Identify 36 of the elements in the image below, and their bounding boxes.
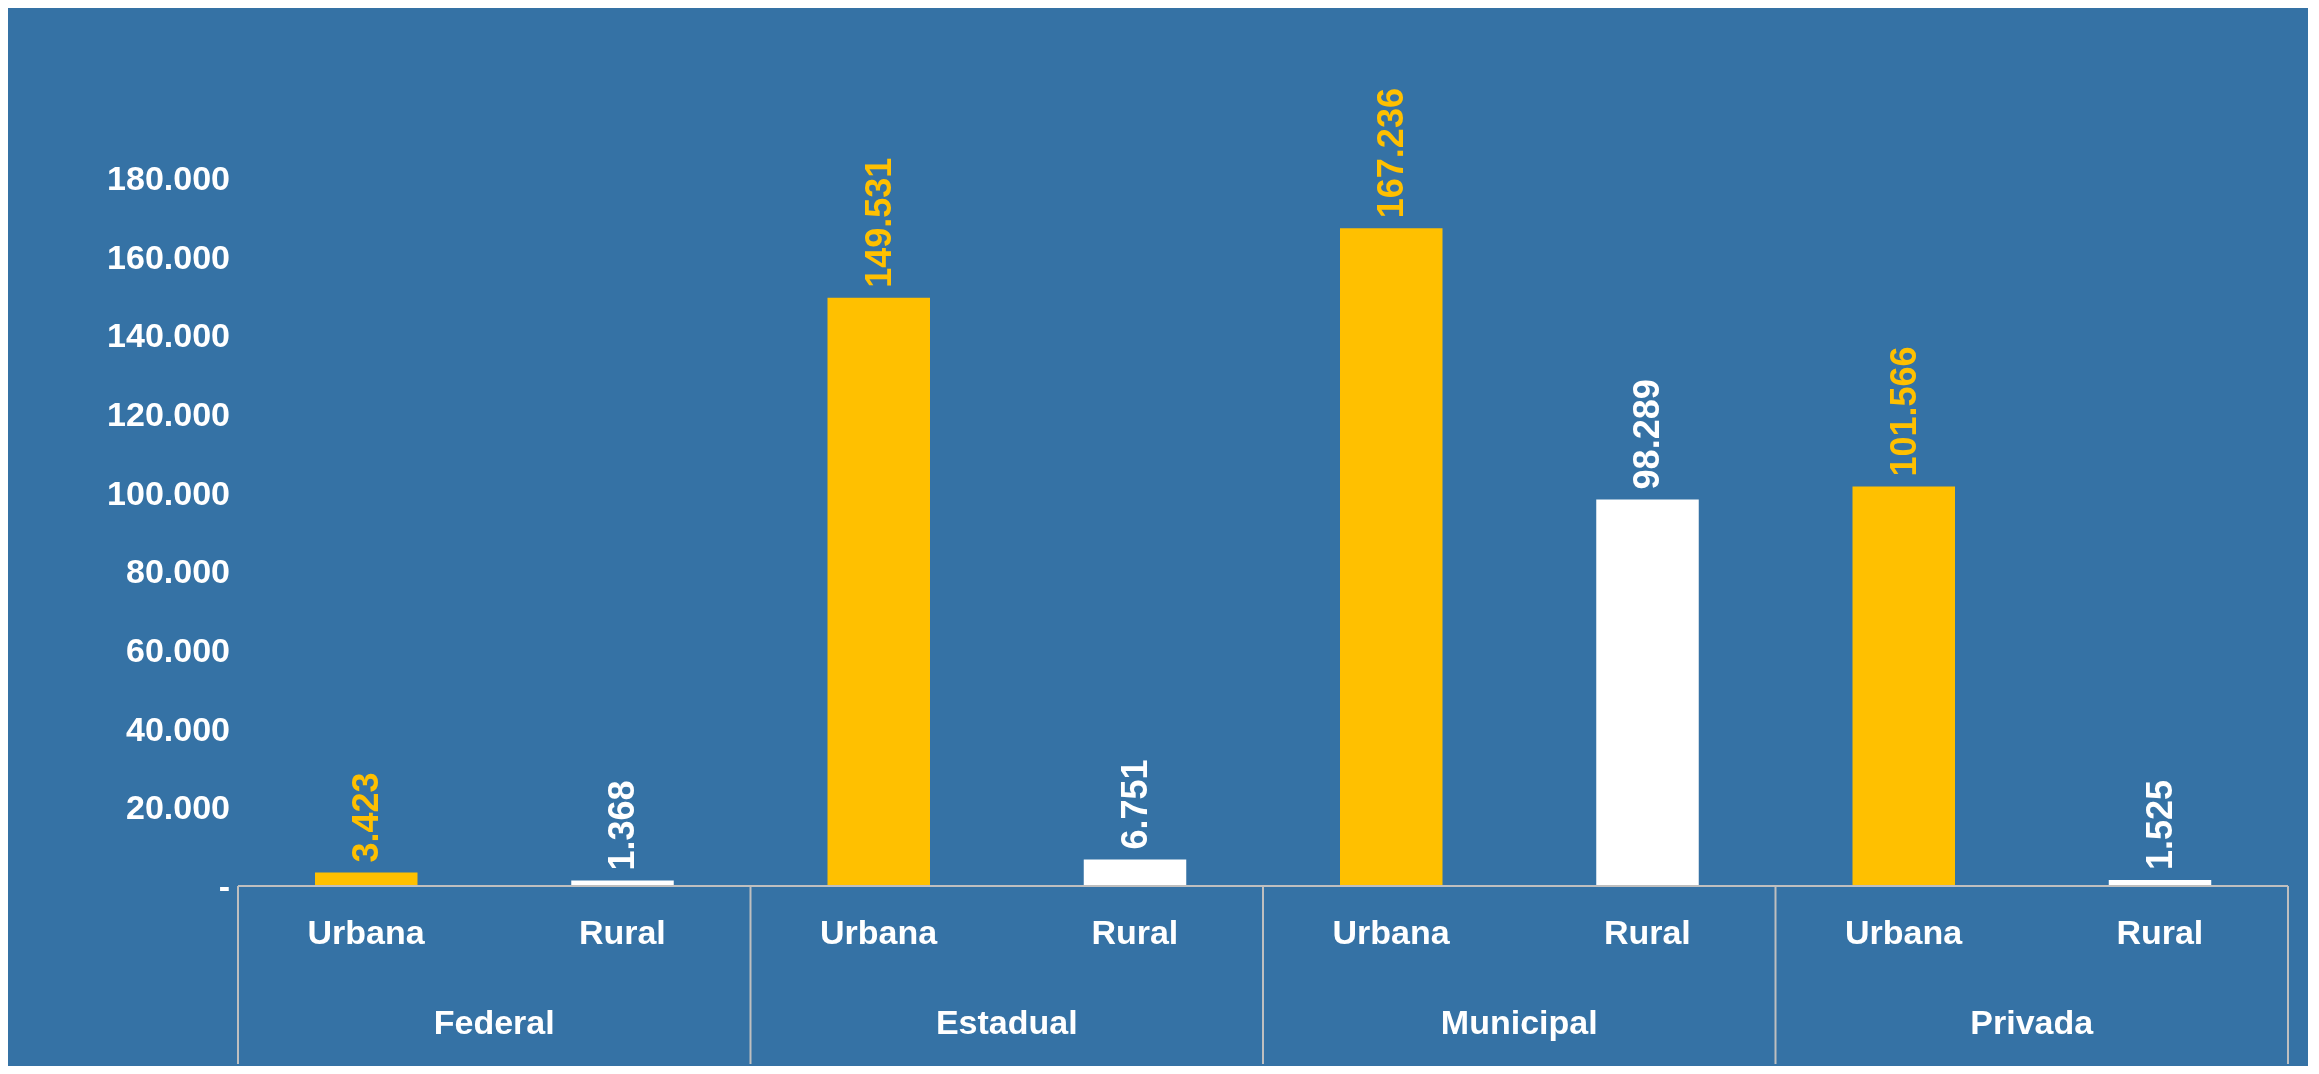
text: Privada [1970, 1003, 2095, 1041]
y-tick-label: 120.000 [107, 395, 230, 434]
data-label: 149.531 [857, 157, 899, 288]
bar [1083, 859, 1187, 886]
text: Federal [433, 1003, 555, 1041]
bar [827, 297, 930, 886]
y-tick-label: 160.000 [107, 237, 230, 276]
x-tick-label: Rural [1603, 913, 1691, 951]
data-label: 6.751 [1114, 759, 1155, 850]
y-tick-label: 80.000 [126, 552, 230, 591]
y-tick-label: 40.000 [126, 709, 230, 748]
y-tick-label: - [218, 867, 230, 906]
bar [1596, 499, 1699, 886]
bar [315, 872, 418, 886]
data-label: 98.289 [1626, 379, 1668, 490]
data-label: 1.368 [601, 780, 643, 871]
y-tick-label: 60.000 [126, 631, 230, 670]
x-tick-label: Rural [2116, 913, 2204, 951]
x-tick-label: Rural [578, 913, 666, 951]
x-tick-label: Urbana [1845, 913, 1964, 951]
data-label: 167.236 [1370, 88, 1412, 219]
y-tick-label: 140.000 [107, 316, 230, 355]
x-tick-label: Urbana [307, 913, 426, 951]
text: Municipal [1440, 1003, 1598, 1041]
y-tick-label: 180.000 [107, 159, 230, 198]
x-tick-label: Urbana [820, 913, 939, 951]
data-label: 1.525 [2139, 779, 2180, 870]
y-tick-label: 20.000 [126, 788, 230, 827]
data-label: 101.566 [1882, 346, 1924, 477]
text: Estadual [935, 1003, 1078, 1041]
y-tick-label: 100.000 [107, 473, 230, 512]
bar [1852, 486, 1955, 886]
x-tick-label: Rural [1091, 913, 1179, 951]
data-label: 3.423 [345, 772, 387, 863]
x-tick-label: Urbana [1332, 913, 1451, 951]
bar [1340, 228, 1443, 886]
